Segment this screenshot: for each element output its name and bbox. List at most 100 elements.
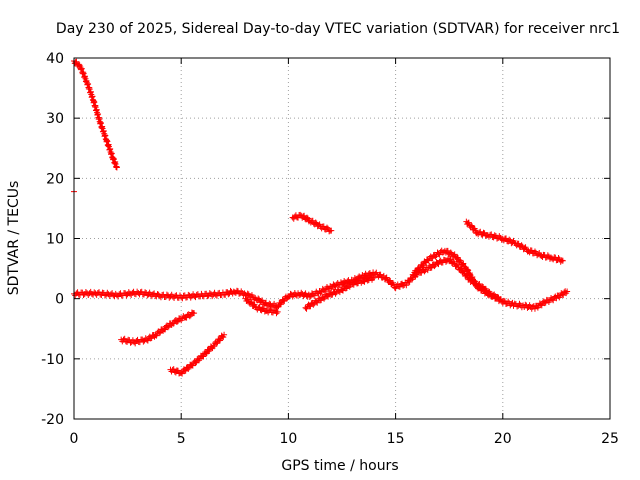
data-point-arc-5h-negative [189, 362, 196, 369]
data-point-baseline-main [400, 282, 407, 289]
data-point-baseline-main [306, 294, 313, 301]
y-tick-label: -10 [41, 352, 64, 368]
data-point-hump-17h [451, 251, 458, 258]
data-point-arc-18h [477, 228, 484, 235]
data-point-baseline-main [383, 274, 390, 281]
data-point-arc-2h-negative [164, 324, 171, 331]
x-tick-label: 20 [494, 431, 512, 447]
x-tick-label: 15 [387, 431, 405, 447]
data-point-arc-10h [328, 227, 335, 234]
x-tick-label: 10 [279, 431, 297, 447]
y-tick-label: 10 [46, 232, 64, 248]
data-point-baseline-main [500, 297, 507, 304]
x-axis-ticks: 0 5 10 15 20 25 [70, 58, 619, 447]
chart-title: Day 230 of 2025, Sidereal Day-to-day VTE… [56, 21, 620, 37]
series-arc-18h [463, 218, 566, 265]
data-point-arc-18h [559, 257, 566, 264]
series-arc-10h [289, 211, 335, 235]
data-point-arc-2h-negative [191, 310, 198, 317]
data-point-hump-17h [410, 272, 417, 279]
data-point-arc-18h [518, 242, 525, 249]
y-tick-label: -20 [41, 412, 64, 428]
data-point-arc-2h-negative [183, 314, 190, 321]
data-point-arc-2h-negative [156, 330, 163, 337]
data-point-baseline-main [450, 258, 457, 265]
data-points [71, 58, 571, 377]
data-point-dip-around-9h [271, 307, 278, 314]
data-point-hump-17h [471, 278, 478, 285]
data-point-baseline-main [409, 276, 416, 283]
data-point-hump-17h [469, 274, 476, 281]
data-point-arc-10h [303, 214, 310, 221]
data-point-arc-rising-11h [310, 301, 317, 308]
data-point-arc-10h [323, 224, 330, 231]
series-dip-around-9h [242, 295, 281, 317]
data-point-hump-17h [460, 260, 467, 267]
grid [74, 58, 610, 419]
data-point-hump-17h [483, 288, 490, 295]
data-point-arc-18h [480, 229, 487, 236]
data-point-arc-rising-11h [318, 297, 325, 304]
data-point-baseline-main [418, 269, 425, 276]
data-point-arc-18h [506, 236, 513, 243]
data-point-arc-2h-negative [148, 335, 155, 342]
data-point-arc-rising-11h [342, 285, 349, 292]
series-arc-5h-negative [167, 331, 228, 377]
data-point-dip-around-9h [274, 308, 281, 315]
data-point-hump-17h [476, 283, 483, 290]
data-point-arc-18h [544, 252, 551, 259]
data-point-arc-rising-11h [364, 277, 371, 284]
data-point-baseline-main [541, 300, 548, 307]
data-point-dip-around-9h [259, 305, 266, 312]
data-point-hump-17h [464, 266, 471, 273]
data-point-arc-rising-11h [332, 290, 339, 297]
data-point-arc-5h-negative [213, 340, 220, 347]
data-point-dip-around-9h [273, 310, 280, 317]
data-point-baseline-main [377, 271, 384, 278]
data-point-arc-18h [491, 232, 498, 239]
data-point-arc-2h-negative [173, 318, 180, 325]
data-point-arc-2h-negative [140, 338, 147, 345]
data-point-baseline-main [550, 297, 557, 304]
data-point-baseline-main [428, 264, 435, 271]
data-point-arc-rising-11h [361, 278, 368, 285]
data-point-arc-2h-negative [170, 320, 177, 327]
x-tick-label: 0 [70, 431, 79, 447]
data-point-hump-17h [429, 255, 436, 262]
data-point-arc-10h [320, 223, 327, 230]
data-point-dip-around-9h [245, 296, 252, 303]
data-point-hump-17h [473, 281, 480, 288]
data-point-baseline-main [396, 283, 403, 290]
data-point-arc-2h-negative [186, 313, 193, 320]
data-point-baseline-main [225, 291, 232, 298]
data-point-arc-rising-11h [325, 293, 332, 300]
data-point-arc-18h [488, 231, 495, 238]
y-axis-label: SDTVAR / TECUs [6, 181, 22, 296]
data-point-baseline-main [403, 282, 410, 289]
series-arc-2h-negative [118, 309, 198, 347]
data-point-arc-5h-negative [221, 331, 228, 338]
data-point-arc-10h [312, 219, 319, 226]
series-arc-rising-11h [302, 274, 378, 312]
data-point-baseline-main [298, 289, 305, 296]
y-tick-label: 40 [46, 51, 64, 67]
data-point-hump-17h [436, 251, 443, 258]
data-point-baseline-main [255, 295, 262, 302]
data-point-hump-17h [495, 294, 502, 301]
data-point-hump-17h [447, 249, 454, 256]
data-point-hump-17h [466, 271, 473, 278]
data-point-baseline-main [317, 289, 324, 296]
y-tick-label: 20 [46, 171, 64, 187]
y-tick-label: 30 [46, 111, 64, 127]
y-tick-label: 0 [55, 292, 64, 308]
data-point-baseline-main [421, 268, 428, 275]
data-point-arc-18h [503, 235, 510, 242]
data-point-baseline-main [328, 285, 335, 292]
data-point-arc-rising-11h [371, 274, 378, 281]
data-point-arc-5h-negative [179, 370, 186, 377]
data-point-arc-18h [531, 248, 538, 255]
data-point-arc-5h-negative [170, 366, 177, 373]
x-tick-label: 5 [177, 431, 186, 447]
data-point-arc-18h [468, 222, 475, 229]
